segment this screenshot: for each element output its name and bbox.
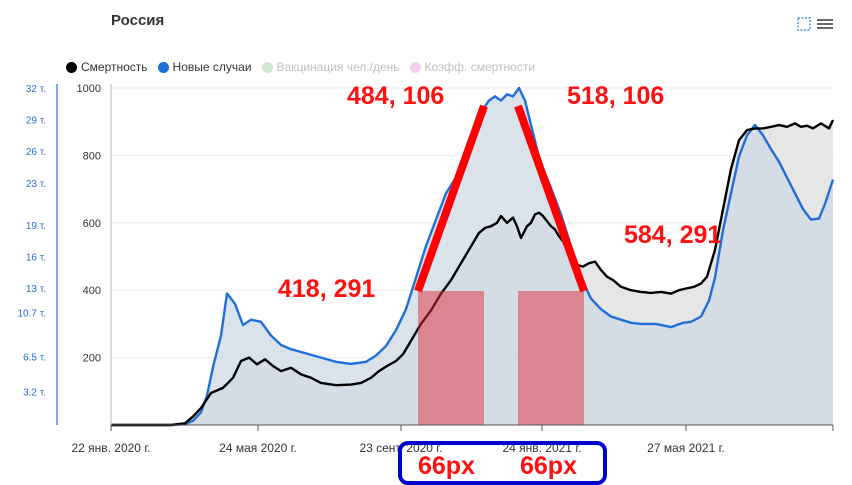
annotation-label: 418, 291 (278, 275, 375, 303)
y-cases-tick-label: 29 т. (26, 116, 46, 127)
legend-item-new-cases[interactable]: Новые случаи (157, 60, 252, 74)
y-left-tick-label: 600 (83, 218, 101, 230)
y-left-tick-label: 200 (83, 353, 101, 365)
deaths-line (111, 119, 835, 427)
y-left-tick-label: 1000 (77, 83, 101, 95)
y-cases-tick-label: 16 т. (26, 253, 46, 264)
annotation-line (414, 104, 488, 293)
annotation-bottom-label: 66px (520, 452, 577, 480)
legend-label: Коэфф. смертности (424, 60, 536, 74)
hamburger-menu-icon[interactable] (817, 19, 833, 29)
annotation-label: 518, 106 (567, 82, 664, 110)
y-cases-tick-label: 3.2 т. (23, 387, 46, 398)
x-tick-label: 27 мая 2021 г. (647, 441, 725, 455)
legend-marker (157, 61, 169, 73)
y-cases-tick-label: 32 т. (26, 84, 46, 95)
legend-item-mortality-rate[interactable]: Коэфф. смертности (409, 60, 536, 74)
legend-label: Вакцинация чел./день (276, 60, 400, 74)
annotation-box (398, 441, 607, 485)
y-cases-tick-label: 10.7 т. (18, 308, 47, 319)
fullscreen-icon[interactable] (797, 17, 811, 31)
legend: Смертность Новые случаи Вакцинация чел./… (66, 60, 535, 74)
y-cases-tick-label: 13 т. (26, 284, 46, 295)
annotation-rect (518, 291, 584, 425)
legend-item-vaccination[interactable]: Вакцинация чел./день (261, 60, 400, 74)
legend-marker (66, 61, 77, 73)
legend-marker (261, 61, 273, 73)
y-cases-tick-label: 23 т. (26, 179, 46, 190)
chart-menu[interactable] (797, 16, 835, 32)
legend-label: Смертность (81, 60, 148, 74)
legend-label: Новые случаи (172, 60, 252, 74)
annotation-line (514, 104, 588, 293)
legend-marker (409, 61, 421, 73)
y-cases-tick-label: 26 т. (26, 147, 46, 158)
y-cases-tick-label: 6.5 т. (23, 353, 46, 364)
annotation-label: 484, 106 (347, 82, 444, 110)
y-left-tick-label: 800 (83, 150, 101, 162)
x-tick-label: 22 янв. 2020 г. (71, 441, 150, 455)
y-cases-tick-label: 19 т. (26, 221, 46, 232)
y-left-tick-label: 400 (83, 285, 101, 297)
annotation-label: 584, 291 (624, 221, 721, 249)
x-tick-label: 24 мая 2020 г. (219, 441, 297, 455)
legend-item-deaths[interactable]: Смертность (66, 60, 148, 74)
annotation-rect (418, 291, 484, 425)
chart-title: Россия (111, 12, 165, 29)
new-cases-line (111, 86, 835, 427)
annotation-bottom-label: 66px (418, 452, 475, 480)
new-cases-area (111, 88, 833, 425)
